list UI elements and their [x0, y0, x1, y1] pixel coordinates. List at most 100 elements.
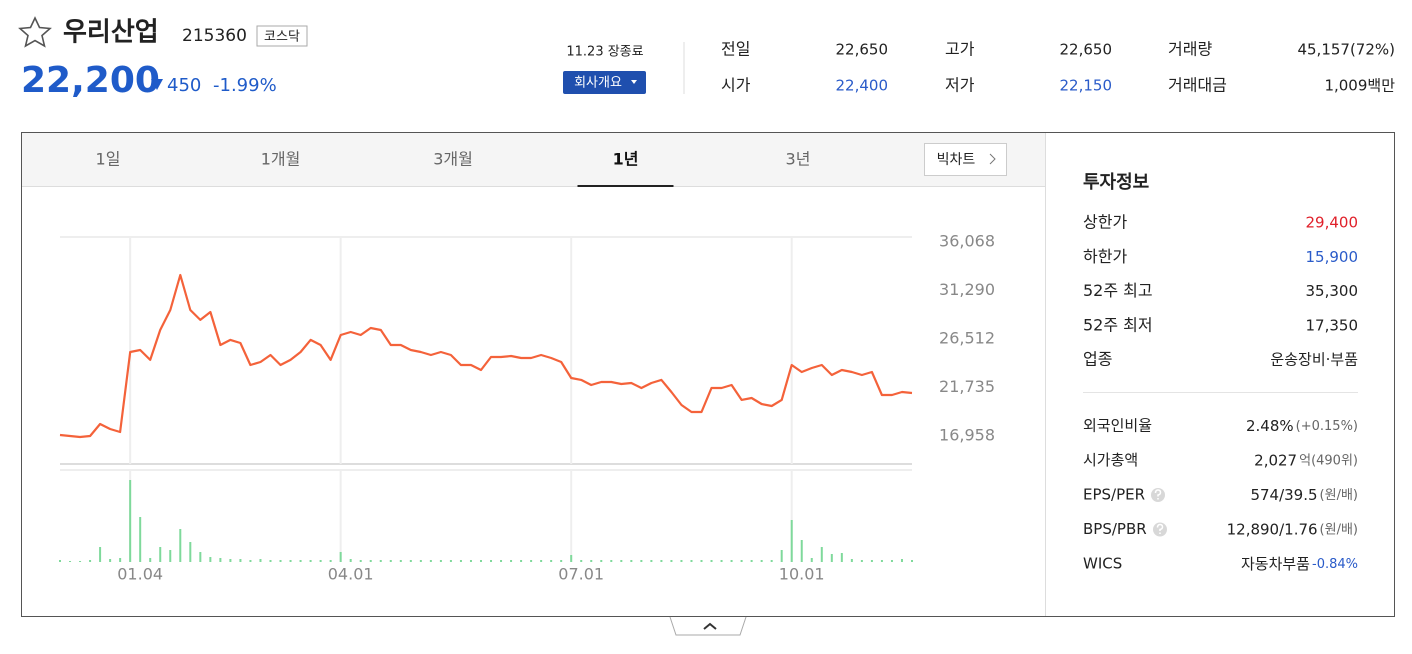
tab[interactable]: 1개월 [261, 150, 301, 169]
volume-bar [379, 560, 382, 562]
volume-bar [249, 560, 252, 562]
tab[interactable]: 3년 [786, 150, 811, 169]
volume-bar [870, 560, 873, 562]
stat-label: 거래대금 [1168, 76, 1227, 95]
volume-bar [149, 558, 152, 562]
y-tick-label: 36,068 [939, 231, 995, 250]
price-line [59, 273, 913, 439]
info-value: 12,890/1.76 (원/배) [1227, 520, 1358, 538]
volume-bar [459, 560, 462, 562]
volume-bar [510, 560, 513, 562]
volume-bar [439, 560, 442, 562]
volume-bar [770, 560, 773, 562]
volume-bar [419, 560, 422, 562]
stat-value: 22,650 [1060, 41, 1113, 59]
volume-bar [129, 480, 132, 562]
x-tick-label: 04.01 [328, 565, 374, 584]
volume-bar [610, 560, 613, 562]
market-status: 11.23 장종료 [566, 45, 643, 60]
caret [631, 80, 637, 84]
volume-bar [760, 560, 763, 562]
volume-bar [800, 540, 803, 562]
volume-bar [289, 560, 292, 562]
company-button[interactable] [563, 71, 646, 94]
volume-bar [449, 560, 452, 562]
stat-value: 22,400 [836, 77, 889, 95]
info-label: 52주 최저 [1083, 315, 1153, 334]
volume-bar [640, 560, 643, 562]
big-chart-button[interactable] [924, 143, 1007, 176]
volume-bar [269, 560, 272, 562]
volume-bar [179, 529, 182, 562]
info-label: 52주 최고 [1083, 281, 1153, 300]
stat-label: 거래량 [1168, 40, 1212, 59]
volume-bar [99, 547, 102, 562]
stat-value: 45,157(72%) [1297, 41, 1395, 59]
volume-bar [309, 560, 312, 562]
info-value: 2,027 억(490위) [1254, 451, 1358, 469]
volume-bar [700, 560, 703, 562]
volume-bar [59, 560, 61, 562]
note: 억(490위) [1299, 453, 1358, 468]
stat-label: 시가 [721, 76, 751, 95]
tab-bar [22, 133, 1045, 186]
volume-bar [199, 552, 202, 562]
x-tick-label: 07.01 [558, 565, 604, 584]
info-value: 자동차부품 -0.84% [1241, 555, 1358, 573]
volume-bar [319, 560, 322, 562]
info-label: EPS/PER [1083, 486, 1145, 504]
volume-bar [239, 559, 242, 562]
big-chart-label[interactable]: 빅차트 [937, 152, 976, 168]
info-value: 2.48% (+0.15%) [1246, 417, 1358, 435]
info-value: 29,400 [1306, 214, 1359, 232]
volume-bar [119, 558, 122, 562]
price: 22,200 [21, 60, 160, 101]
volume-bar [279, 560, 282, 562]
volume-bar [550, 560, 553, 562]
y-tick-label: 16,958 [939, 426, 995, 445]
volume-bar [359, 560, 362, 562]
tab[interactable]: 1년 [613, 150, 639, 169]
info-label: 시가총액 [1083, 451, 1138, 469]
volume-bar [399, 560, 402, 562]
volume-bar [490, 560, 493, 562]
volume-bar [680, 560, 683, 562]
info-label: 하한가 [1083, 247, 1127, 266]
note: (+0.15%) [1296, 419, 1358, 434]
favorite-star[interactable] [18, 16, 52, 48]
volume-bar [900, 559, 903, 562]
volume-bar [710, 560, 713, 562]
value: 12,890/1.76 [1227, 520, 1318, 538]
info-value: 15,900 [1306, 248, 1359, 266]
note: (원/배) [1320, 488, 1358, 503]
stock-name: 우리산업 [63, 18, 159, 48]
stat-label: 고가 [945, 40, 975, 59]
volume-bar [79, 561, 82, 562]
company-button-label[interactable]: 회사개요 [574, 76, 622, 91]
volume-bar [349, 559, 352, 562]
volume-bar [259, 559, 262, 562]
volume-bar [810, 558, 813, 562]
value: 574/39.5 [1250, 486, 1317, 504]
value: 2,027 [1254, 451, 1297, 469]
volume-bar [479, 560, 482, 562]
volume-bar [500, 560, 503, 562]
info-label: BPS/PBR [1083, 520, 1147, 538]
volume-bar [890, 560, 893, 562]
tab[interactable]: 3개월 [433, 150, 473, 169]
stat-value: 22,650 [836, 41, 889, 59]
volume-bar [740, 560, 743, 562]
note: -0.84% [1312, 557, 1358, 572]
y-tick-label: 26,512 [939, 329, 995, 348]
volume-bar [560, 560, 563, 562]
info-value: 35,300 [1306, 282, 1359, 300]
tab[interactable]: 1일 [96, 150, 121, 169]
info-value: 574/39.5 (원/배) [1250, 486, 1358, 504]
volume-bar [780, 550, 783, 562]
volume-bar [169, 550, 172, 562]
stat-value: 1,009백만 [1324, 77, 1395, 95]
volume-bar [750, 560, 753, 562]
volume-bar [409, 560, 412, 562]
info-label: 업종 [1083, 350, 1112, 369]
